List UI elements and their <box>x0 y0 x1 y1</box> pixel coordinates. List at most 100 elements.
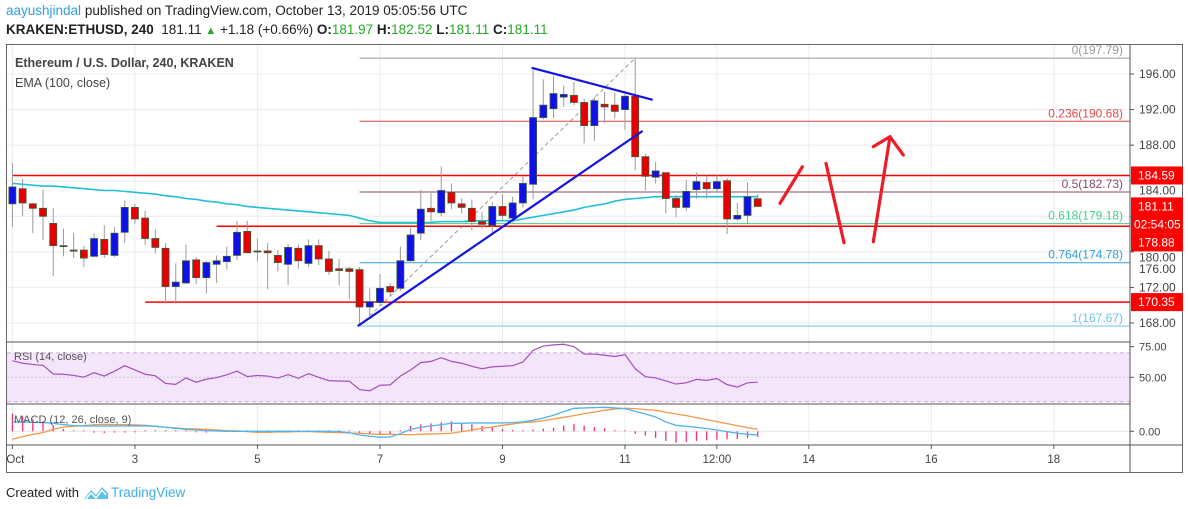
price-label-text: 184.59 <box>1138 168 1175 182</box>
candle-body <box>8 186 17 205</box>
candle <box>365 288 374 316</box>
macd-signal-line <box>12 407 758 440</box>
candle <box>192 257 201 284</box>
candle-body <box>263 250 272 254</box>
high-label: H: <box>376 22 392 37</box>
candle <box>733 202 742 221</box>
price-label: 178.88 <box>1131 233 1183 252</box>
candle-body <box>539 104 548 118</box>
candle-body <box>406 234 415 262</box>
candle <box>396 246 405 291</box>
candle-body <box>100 239 109 255</box>
candle <box>171 263 180 304</box>
close-value: 181.11 <box>507 22 548 37</box>
candle-body <box>590 100 599 126</box>
candle-body <box>59 245 68 248</box>
candle <box>100 225 109 259</box>
candle-body <box>416 208 425 234</box>
candle <box>79 245 88 267</box>
low-label: L: <box>436 22 449 37</box>
candle-body <box>355 269 364 308</box>
price-label-box <box>1131 233 1183 252</box>
candle <box>233 220 241 260</box>
candle-body <box>457 203 466 208</box>
candle-body <box>304 245 313 264</box>
candle-body <box>702 182 711 190</box>
last-price: 181.11 <box>161 22 202 37</box>
candle <box>570 82 578 106</box>
candle-body <box>120 206 129 233</box>
candle <box>8 162 17 227</box>
candle <box>723 178 731 235</box>
candle <box>590 97 599 141</box>
candle-body <box>202 262 211 279</box>
drawn-arrow <box>871 135 892 244</box>
candle <box>120 200 129 243</box>
symbol-info: KRAKEN:ETHUSD, 240 181.11 ▲ +1.18 (+0.66… <box>6 22 548 37</box>
candle <box>49 208 58 276</box>
price-label-text: 178.88 <box>1138 235 1175 249</box>
candle <box>712 175 721 193</box>
candle-body <box>559 94 568 98</box>
fib-level-label: 1(167.67) <box>1072 311 1123 325</box>
candle-body <box>212 260 221 265</box>
candle-body <box>753 198 762 207</box>
candle-body <box>692 181 701 191</box>
time-tick-label: 12:00 <box>702 454 731 466</box>
candle-body <box>192 259 201 279</box>
candle <box>325 250 333 275</box>
candle-body <box>284 247 292 265</box>
candle-body <box>365 301 374 308</box>
candle <box>182 244 190 284</box>
price-tick-label: 168.00 <box>1139 316 1176 330</box>
candle-body <box>549 93 558 110</box>
candle <box>488 202 497 235</box>
candle-body <box>570 94 578 103</box>
author-link[interactable]: aayushjindal <box>6 3 82 18</box>
published-text: published on TradingView.com, October 13… <box>84 3 468 18</box>
price-label: 170.35 <box>1131 293 1183 312</box>
candle <box>427 193 435 225</box>
price-label-box <box>1131 166 1183 185</box>
candle <box>631 58 640 171</box>
candle <box>457 198 466 214</box>
candle-body <box>498 206 507 216</box>
candle-body <box>110 232 119 256</box>
candle <box>386 282 395 297</box>
candle <box>376 274 384 306</box>
candle <box>243 220 252 254</box>
candle <box>202 260 211 294</box>
candle <box>355 266 364 326</box>
price-label: 181.11 02:54:05 <box>1131 197 1183 234</box>
candle <box>59 228 68 257</box>
candle <box>263 242 272 290</box>
candle <box>651 162 660 184</box>
candle <box>314 239 323 266</box>
candle <box>692 172 701 199</box>
chart-frame <box>6 44 1183 473</box>
candle <box>273 250 282 272</box>
rsi-tick-label: 75.00 <box>1139 342 1167 354</box>
candle-body <box>79 249 88 259</box>
candle <box>161 242 170 304</box>
time-tick-label: 14 <box>802 454 815 466</box>
candle <box>212 255 221 283</box>
chart-legend: Ethereum / U.S. Dollar, 240, KRAKEN EMA … <box>15 53 234 93</box>
time-tick-label: 5 <box>254 454 260 466</box>
price-tick-label: 184.00 <box>1139 184 1176 198</box>
tradingview-link[interactable]: TradingView <box>110 484 186 500</box>
candle-body <box>672 198 680 208</box>
candle-body <box>233 231 241 256</box>
candle-body <box>447 191 456 204</box>
bar-countdown: 02:54:05 <box>1134 217 1181 231</box>
footer: Created with TradingView <box>6 484 185 500</box>
candle <box>753 193 762 207</box>
created-with-text: Created with <box>6 484 79 500</box>
rsi-line <box>12 343 758 392</box>
macd-tick-label: 0.00 <box>1139 426 1160 438</box>
candle-body <box>621 95 629 110</box>
drawn-arrow <box>778 165 804 205</box>
drawn-arrow <box>871 135 905 157</box>
candle-body <box>733 214 742 220</box>
